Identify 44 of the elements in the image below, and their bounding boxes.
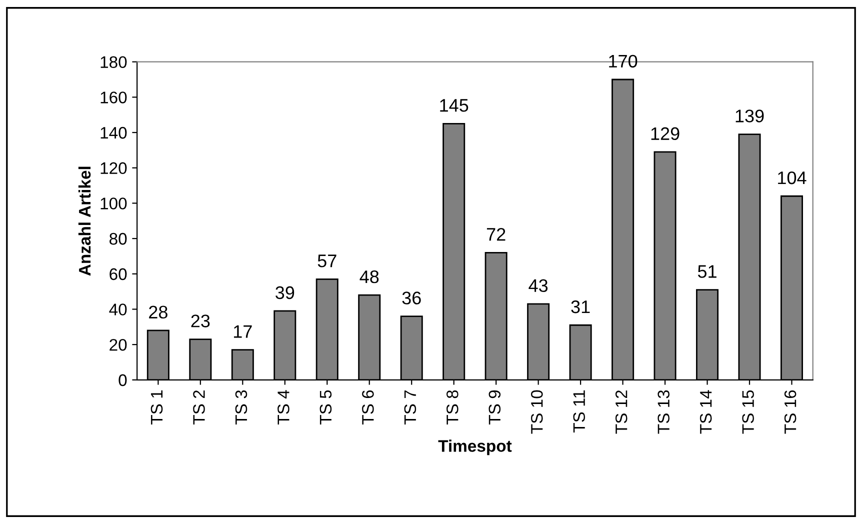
x-tick-label: TS 9 xyxy=(488,390,501,424)
x-tick-label: TS 14 xyxy=(700,390,712,434)
x-tick-label: TS 16 xyxy=(784,390,796,434)
data-label: 36 xyxy=(402,292,421,304)
data-label: 51 xyxy=(698,265,716,278)
data-label: 17 xyxy=(234,325,252,338)
y-tick-label: 0 xyxy=(118,374,127,386)
x-tick-label: TS 6 xyxy=(362,390,374,424)
x-tick-label: TS 8 xyxy=(446,390,458,424)
data-label: 104 xyxy=(778,171,806,184)
data-label: 23 xyxy=(191,314,210,328)
data-label: 28 xyxy=(149,306,168,319)
x-tick-label: TS 10 xyxy=(530,390,543,434)
y-tick-label: 60 xyxy=(110,268,127,280)
data-label: 48 xyxy=(360,270,379,284)
x-axis-title: Timespot xyxy=(438,440,512,456)
y-tick-label: 160 xyxy=(100,92,127,104)
x-tick-label: TS 1 xyxy=(150,390,163,424)
data-label: 39 xyxy=(276,286,294,300)
x-tick-label: TS 5 xyxy=(320,390,332,424)
x-tick-label: TS 15 xyxy=(742,390,754,434)
y-tick-label: 40 xyxy=(109,304,127,316)
data-label: 57 xyxy=(318,254,336,268)
x-tick-label: TS 11 xyxy=(573,390,586,432)
x-tick-label: TS 4 xyxy=(278,390,290,424)
data-label: 43 xyxy=(528,279,548,292)
y-tick-label: 80 xyxy=(110,232,127,245)
x-tick-label: TS 12 xyxy=(615,390,628,434)
x-tick-label: TS 7 xyxy=(404,390,416,424)
x-tick-label: TS 13 xyxy=(658,390,670,434)
data-label: 145 xyxy=(440,99,468,112)
y-tick-label: 20 xyxy=(110,338,127,351)
y-tick-label: 140 xyxy=(100,126,127,139)
data-label: 72 xyxy=(486,228,506,241)
y-tick-label: 180 xyxy=(100,56,127,68)
y-axis-title: Anzahl Artikel xyxy=(78,166,91,276)
data-label: 31 xyxy=(571,300,590,314)
y-tick-label: 100 xyxy=(100,198,127,210)
x-tick-label: TS 3 xyxy=(235,390,248,424)
data-label: 170 xyxy=(609,54,638,68)
y-tick-label: 120 xyxy=(100,162,127,174)
data-label: 139 xyxy=(736,110,764,122)
data-label: 129 xyxy=(651,127,680,140)
x-tick-label: TS 2 xyxy=(193,390,205,424)
